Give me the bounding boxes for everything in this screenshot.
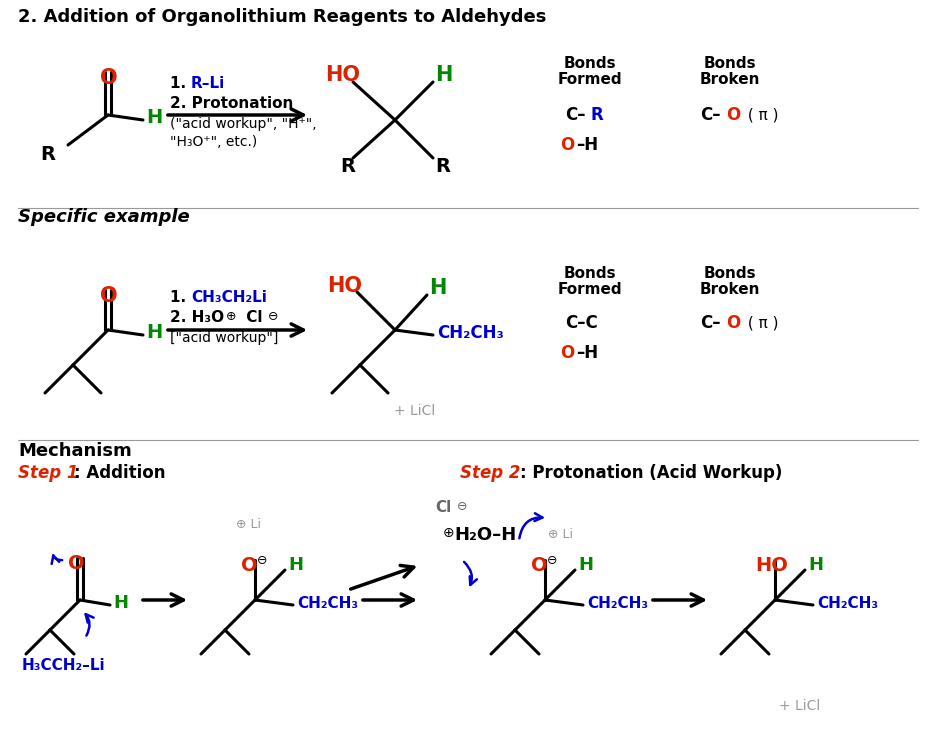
Text: CH₂CH₃: CH₂CH₃: [817, 596, 878, 611]
Text: ["acid workup"]: ["acid workup"]: [170, 331, 278, 345]
Text: : Protonation (Acid Workup): : Protonation (Acid Workup): [520, 464, 782, 482]
Text: O: O: [726, 314, 740, 332]
Text: CH₂CH₃: CH₂CH₃: [437, 324, 504, 342]
Text: HO: HO: [327, 276, 362, 296]
Text: ⊖: ⊖: [257, 554, 268, 567]
Text: Specific example: Specific example: [18, 208, 190, 226]
Text: –H: –H: [576, 344, 598, 362]
Text: H₃CCH₂–Li: H₃CCH₂–Li: [22, 658, 106, 673]
Text: O: O: [68, 554, 84, 573]
Text: R: R: [435, 157, 450, 176]
Text: CH₃CH₂Li: CH₃CH₂Li: [191, 290, 267, 305]
Text: 1.: 1.: [170, 76, 191, 91]
Text: R–Li: R–Li: [191, 76, 226, 91]
Text: Formed: Formed: [558, 282, 622, 297]
Text: 2. Addition of Organolithium Reagents to Aldehydes: 2. Addition of Organolithium Reagents to…: [18, 8, 547, 26]
Text: H: H: [808, 556, 823, 574]
Text: H: H: [113, 594, 128, 612]
Text: ⊕ Li: ⊕ Li: [548, 528, 573, 541]
Text: 1.: 1.: [170, 290, 191, 305]
Text: O: O: [241, 556, 257, 575]
Text: H: H: [288, 556, 303, 574]
Text: H: H: [146, 108, 162, 127]
Text: Formed: Formed: [558, 72, 622, 87]
Text: Bonds: Bonds: [704, 56, 756, 71]
Text: "H₃O⁺", etc.): "H₃O⁺", etc.): [170, 135, 257, 149]
Text: CH₂CH₃: CH₂CH₃: [587, 596, 648, 611]
Text: R: R: [340, 157, 355, 176]
Text: O: O: [100, 68, 118, 88]
Text: ("acid workup", "H⁺",: ("acid workup", "H⁺",: [170, 117, 316, 131]
Text: R: R: [40, 145, 55, 164]
Text: H: H: [146, 323, 162, 342]
Text: Broken: Broken: [700, 72, 760, 87]
Text: 2. H₃O: 2. H₃O: [170, 310, 224, 325]
Text: O: O: [726, 106, 740, 124]
Text: Step 1: Step 1: [18, 464, 79, 482]
Text: R: R: [590, 106, 603, 124]
Text: ( π ): ( π ): [743, 108, 779, 123]
Text: –H: –H: [576, 136, 598, 154]
Text: HO: HO: [325, 65, 360, 85]
Text: ⊖: ⊖: [268, 310, 279, 323]
Text: C–: C–: [565, 106, 586, 124]
Text: Bonds: Bonds: [563, 266, 616, 281]
Text: Cl: Cl: [241, 310, 262, 325]
Text: O: O: [560, 344, 575, 362]
Text: ( π ): ( π ): [743, 316, 779, 331]
Text: Bonds: Bonds: [704, 266, 756, 281]
Text: : Addition: : Addition: [74, 464, 166, 482]
Text: Step 2: Step 2: [460, 464, 520, 482]
Text: Mechanism: Mechanism: [18, 442, 132, 460]
Text: + LiCl: + LiCl: [780, 699, 821, 713]
Text: Bonds: Bonds: [563, 56, 616, 71]
Text: HO: HO: [755, 556, 788, 575]
Text: O: O: [531, 556, 548, 575]
Text: CH₂CH₃: CH₂CH₃: [297, 596, 358, 611]
Text: + LiCl: + LiCl: [394, 404, 435, 418]
Text: C–: C–: [700, 314, 721, 332]
Text: Cl: Cl: [435, 500, 451, 515]
Text: C–: C–: [700, 106, 721, 124]
Text: Broken: Broken: [700, 282, 760, 297]
Text: ⊖: ⊖: [547, 554, 558, 567]
Text: H: H: [429, 278, 446, 298]
Text: O: O: [100, 286, 118, 306]
Text: 2. Protonation: 2. Protonation: [170, 96, 293, 111]
Text: C–C: C–C: [565, 314, 598, 332]
Text: H: H: [578, 556, 593, 574]
Text: ⊕: ⊕: [443, 526, 455, 540]
Text: ⊖: ⊖: [457, 500, 467, 513]
Text: O: O: [560, 136, 575, 154]
Text: ⊕: ⊕: [226, 310, 237, 323]
Text: ⊕ Li: ⊕ Li: [236, 518, 260, 531]
Text: H: H: [435, 65, 452, 85]
Text: H₂O–H: H₂O–H: [454, 526, 517, 544]
